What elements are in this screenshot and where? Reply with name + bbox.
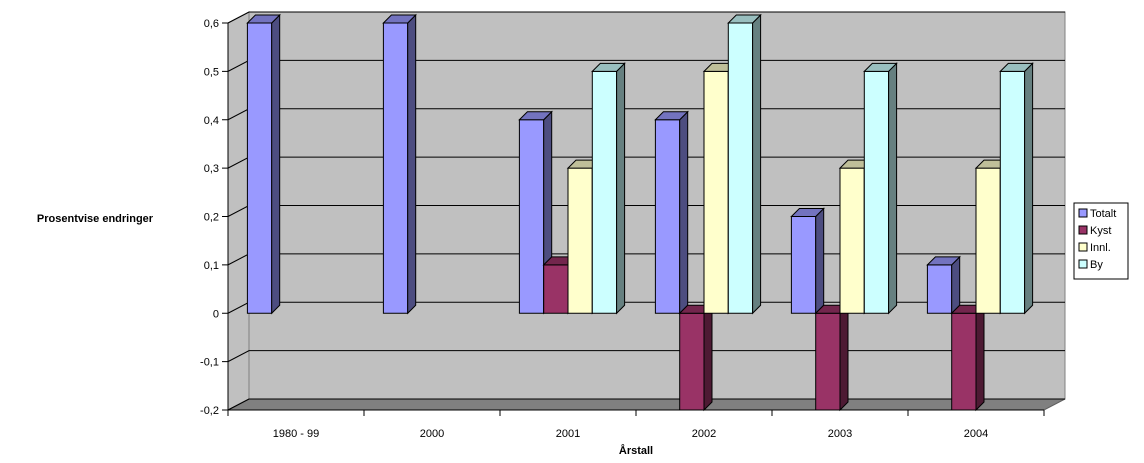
- gridline: [227, 11, 1065, 24]
- bar-front: [518, 119, 545, 314]
- y-tick-label: 0,3: [204, 163, 219, 175]
- bar-front: [679, 312, 705, 411]
- x-axis-label: Årstall: [619, 444, 653, 457]
- bar: [950, 304, 986, 412]
- bar-front: [975, 167, 1001, 314]
- legend-swatch: [1078, 225, 1088, 235]
- legend: Totalt Kyst Innl. By: [1073, 202, 1129, 280]
- bar-side: [888, 62, 898, 315]
- bar-front: [246, 22, 273, 314]
- x-tick-label: 2002: [692, 428, 716, 440]
- legend-label: Innl.: [1090, 242, 1111, 254]
- bar-front: [567, 167, 593, 314]
- bar-side: [1024, 62, 1034, 315]
- bar-side: [703, 304, 713, 412]
- bar-side: [407, 13, 417, 315]
- x-tick-label: 2001: [556, 428, 580, 440]
- bar-top: [926, 256, 961, 266]
- bar: [790, 207, 825, 315]
- bar-side: [975, 304, 985, 412]
- bar-front: [543, 264, 569, 314]
- y-tick-label: 0,4: [204, 115, 219, 127]
- legend-label: By: [1090, 259, 1103, 271]
- bar-front: [654, 119, 681, 314]
- legend-swatch: [1078, 242, 1088, 252]
- bar-front: [591, 70, 618, 314]
- bar: [591, 62, 626, 315]
- bars-group: [246, 13, 1034, 412]
- bar: [654, 110, 689, 315]
- bar-front: [926, 264, 953, 314]
- bar-side: [679, 110, 689, 315]
- bar: [814, 304, 850, 412]
- bar: [246, 13, 281, 315]
- bar-front: [999, 70, 1026, 314]
- bar-side: [839, 304, 849, 412]
- x-tick-label: 1980 - 99: [273, 428, 319, 440]
- bar: [382, 13, 417, 315]
- bar-top: [863, 62, 898, 72]
- bar-side: [616, 62, 626, 315]
- bar: [863, 62, 898, 315]
- y-tick-label: 0,1: [204, 260, 219, 272]
- legend-label: Totalt: [1090, 208, 1116, 220]
- floor: [227, 398, 1066, 411]
- y-tick-label: 0: [213, 308, 219, 320]
- x-tick-label: 2000: [420, 428, 444, 440]
- legend-swatch: [1078, 259, 1088, 269]
- bar-top: [790, 208, 825, 217]
- bar: [999, 62, 1034, 315]
- legend-label: Kyst: [1090, 225, 1111, 237]
- bar-front: [951, 312, 977, 411]
- y-tick-label: 0,5: [204, 66, 219, 78]
- bar-top: [727, 14, 762, 24]
- bar-top: [382, 14, 417, 24]
- gridline: [227, 398, 1065, 411]
- x-tick-label: 2003: [828, 428, 852, 440]
- bar: [678, 304, 714, 412]
- bar-front: [815, 312, 841, 411]
- bar-top: [518, 111, 553, 121]
- bar-front: [727, 22, 754, 314]
- y-tick-label: 0,6: [204, 18, 219, 30]
- bar: [727, 13, 762, 315]
- bar-top: [654, 111, 689, 121]
- bar-side: [815, 207, 825, 315]
- bar-top: [591, 62, 626, 72]
- bar: [926, 255, 961, 315]
- gridline: [227, 350, 1065, 363]
- legend-swatch: [1078, 208, 1088, 218]
- bar-side: [951, 255, 961, 315]
- bar-front: [703, 70, 729, 314]
- bar-front: [790, 216, 817, 314]
- bar-top: [246, 14, 281, 24]
- bar-side: [271, 13, 281, 315]
- axes-group: -0,2 -0,1 0 0,1 0,2 0,3 0,4 0,5 0,6 1980 - 99 2000…: [200, 18, 1045, 440]
- bar-front: [839, 167, 865, 314]
- bar-side: [752, 13, 762, 315]
- bar-front: [382, 22, 409, 314]
- bar: [518, 110, 553, 315]
- bar-front: [863, 70, 890, 314]
- x-tick-label: 2004: [964, 428, 988, 440]
- y-tick-label: 0,2: [204, 212, 219, 224]
- bar-top: [999, 62, 1034, 72]
- y-tick-label: -0,1: [200, 357, 219, 369]
- y-axis-label: Prosentvise endringer: [37, 213, 154, 225]
- y-tick-label: -0,2: [200, 405, 219, 417]
